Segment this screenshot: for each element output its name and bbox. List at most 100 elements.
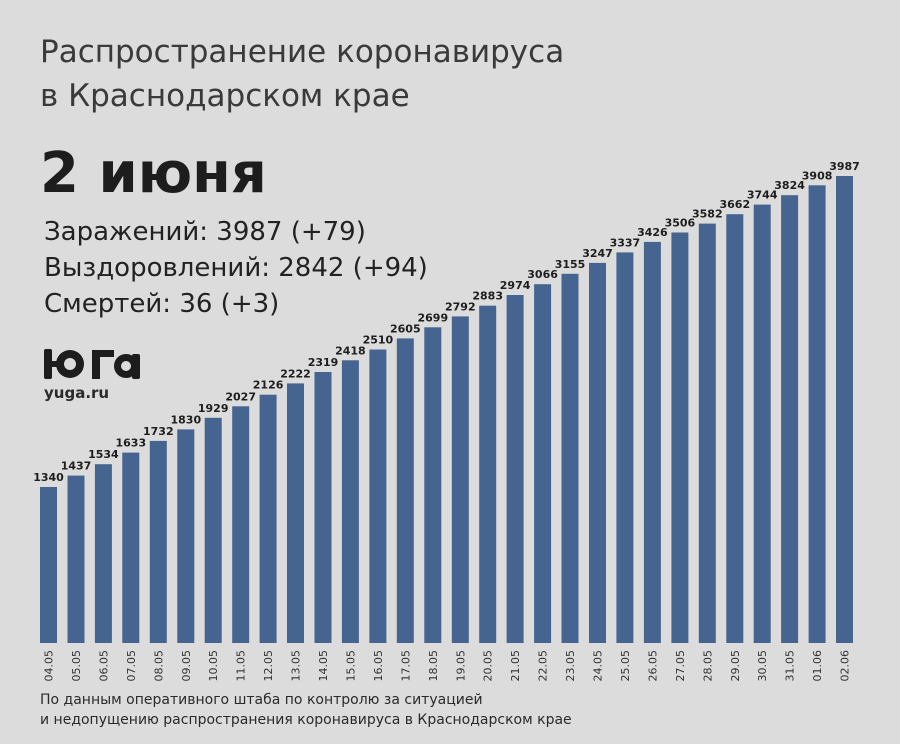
x-tick-25.05: 25.05: [619, 650, 632, 682]
value-label-24.05: 3247: [582, 247, 613, 260]
value-label-25.05: 3337: [610, 236, 641, 249]
yuga-logo: [44, 349, 140, 379]
bar-19.05: [451, 316, 469, 643]
x-tick-13.05: 13.05: [290, 650, 303, 682]
value-label-31.05: 3824: [774, 179, 805, 192]
bar-16.05: [369, 349, 387, 643]
value-label-10.05: 1929: [198, 402, 229, 415]
bar-21.05: [506, 295, 524, 643]
x-tick-22.05: 22.05: [537, 650, 550, 682]
x-tick-10.05: 10.05: [207, 650, 220, 682]
value-label-02.06: 3987: [829, 160, 860, 173]
bar-02.06: [836, 176, 853, 643]
value-label-19.05: 2792: [445, 300, 476, 313]
value-label-18.05: 2699: [417, 311, 448, 324]
x-tick-08.05: 08.05: [152, 650, 165, 682]
value-label-01.06: 3908: [802, 169, 833, 182]
value-label-23.05: 3155: [555, 258, 586, 271]
bar-13.05: [287, 383, 304, 643]
stats-block: Заражений: 3987 (+79) Выздоровлений: 284…: [44, 214, 428, 322]
x-tick-30.05: 30.05: [756, 650, 769, 682]
value-label-12.05: 2126: [253, 379, 284, 392]
x-tick-05.05: 05.05: [70, 650, 83, 682]
bar-20.05: [479, 305, 497, 643]
footnote-line-2: и недопущению распространения коронавиру…: [40, 712, 572, 728]
value-label-16.05: 2510: [363, 334, 394, 347]
value-label-26.05: 3426: [637, 226, 668, 239]
x-tick-02.06: 02.06: [839, 650, 852, 682]
value-label-20.05: 2883: [472, 290, 503, 303]
x-tick-11.05: 11.05: [235, 650, 248, 682]
bar-05.05: [67, 475, 85, 643]
footnote-line-1: По данным оперативного штаба по контролю…: [40, 692, 483, 708]
bar-22.05: [534, 284, 552, 643]
chart-title: Распространение коронавируса в Краснодар…: [40, 30, 860, 118]
value-label-28.05: 3582: [692, 208, 723, 221]
x-tick-29.05: 29.05: [729, 650, 742, 682]
x-tick-16.05: 16.05: [372, 650, 385, 682]
bar-31.05: [781, 195, 799, 643]
value-label-15.05: 2418: [335, 344, 366, 357]
bar-04.05: [40, 487, 57, 643]
x-tick-24.05: 24.05: [592, 650, 605, 682]
value-label-06.05: 1534: [88, 448, 119, 461]
bar-08.05: [149, 440, 167, 643]
bar-27.05: [671, 232, 689, 643]
title-line-2: в Краснодарском крае: [40, 78, 410, 114]
value-label-09.05: 1830: [170, 413, 201, 426]
x-tick-09.05: 09.05: [180, 650, 193, 682]
title-line-1: Распространение коронавируса: [40, 34, 565, 70]
value-label-17.05: 2605: [390, 322, 421, 335]
value-label-30.05: 3744: [747, 189, 778, 202]
value-label-29.05: 3662: [719, 198, 750, 211]
x-tick-07.05: 07.05: [125, 650, 138, 682]
bar-14.05: [314, 372, 332, 643]
x-tick-27.05: 27.05: [674, 650, 687, 682]
x-tick-28.05: 28.05: [701, 650, 714, 682]
x-tick-18.05: 18.05: [427, 650, 440, 682]
logo-url: yuga.ru: [44, 384, 110, 402]
value-label-13.05: 2222: [280, 367, 311, 380]
x-tick-15.05: 15.05: [344, 650, 357, 682]
bar-29.05: [726, 214, 744, 643]
x-tick-31.05: 31.05: [784, 650, 797, 682]
source-footnote: По данным оперативного штаба по контролю…: [40, 690, 572, 730]
value-label-04.05: 1340: [33, 471, 64, 484]
bar-23.05: [561, 273, 579, 643]
report-date: 2 июня: [40, 141, 267, 206]
bar-18.05: [424, 327, 442, 643]
value-label-05.05: 1437: [61, 460, 92, 473]
x-tick-14.05: 14.05: [317, 650, 330, 682]
bar-25.05: [616, 252, 634, 643]
x-tick-01.06: 01.06: [811, 650, 824, 682]
x-tick-26.05: 26.05: [646, 650, 659, 682]
value-label-22.05: 3066: [527, 268, 558, 281]
x-tick-04.05: 04.05: [43, 650, 56, 682]
x-tick-20.05: 20.05: [482, 650, 495, 682]
bar-10.05: [204, 417, 222, 643]
bar-11.05: [232, 406, 250, 643]
bar-28.05: [698, 223, 716, 643]
bar-09.05: [177, 429, 195, 643]
x-tick-21.05: 21.05: [509, 650, 522, 682]
value-label-11.05: 2027: [225, 390, 256, 403]
value-label-07.05: 1633: [115, 437, 146, 450]
bar-24.05: [589, 262, 606, 643]
value-label-27.05: 3506: [665, 217, 696, 230]
value-label-21.05: 2974: [500, 279, 531, 292]
bar-30.05: [753, 204, 771, 643]
bar-17.05: [396, 338, 414, 643]
stat-deaths: Смертей: 36 (+3): [44, 289, 280, 319]
x-tick-23.05: 23.05: [564, 650, 577, 682]
bar-15.05: [341, 360, 359, 643]
x-tick-12.05: 12.05: [262, 650, 275, 682]
bar-26.05: [643, 241, 661, 643]
x-tick-19.05: 19.05: [454, 650, 467, 682]
bar-01.06: [808, 185, 826, 644]
value-label-14.05: 2319: [308, 356, 339, 369]
bar-12.05: [259, 394, 277, 643]
x-tick-17.05: 17.05: [399, 650, 412, 682]
stat-infected: Заражений: 3987 (+79): [44, 217, 366, 247]
bar-06.05: [94, 464, 112, 643]
